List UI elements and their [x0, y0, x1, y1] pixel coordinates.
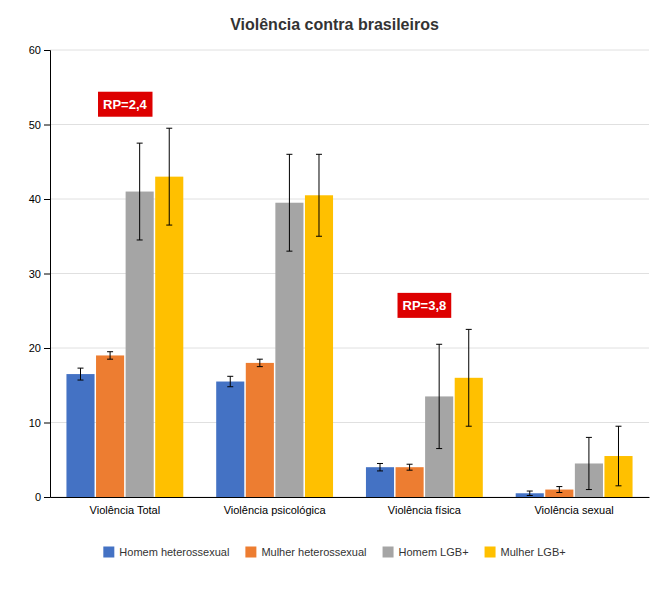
- tick-label: 10: [29, 417, 41, 429]
- tick: 20: [29, 342, 50, 354]
- annotation-box: [398, 293, 452, 318]
- bar: [366, 467, 394, 497]
- error-bar: [527, 491, 533, 495]
- bar: [246, 363, 274, 497]
- error-bar: [166, 128, 172, 225]
- tick-label: Violência psicológica: [224, 504, 327, 516]
- legend-label: Mulher heterossexual: [261, 546, 366, 558]
- error-bar: [556, 487, 562, 493]
- y-axis: 0 10 20 30 40 50 60: [29, 44, 51, 503]
- tick-mark: [44, 497, 50, 498]
- tick-label: Violência física: [388, 504, 462, 516]
- annotation-text: RP=2,4: [103, 97, 147, 112]
- annotation-text: RP=3,8: [403, 298, 447, 313]
- error-bar: [257, 359, 263, 366]
- tick-label: 20: [29, 342, 41, 354]
- error-bar: [586, 437, 592, 489]
- bar: [396, 467, 424, 497]
- tick-mark: [44, 423, 50, 424]
- marks: [66, 128, 632, 497]
- error-bar: [107, 352, 113, 359]
- error-bar: [615, 426, 621, 486]
- legend-swatch: [245, 547, 256, 558]
- axis-line: [51, 497, 650, 498]
- tick: Violência física: [388, 504, 462, 516]
- legend-label: Mulher LGB+: [501, 546, 566, 558]
- tick: Violência psicológica: [224, 504, 327, 516]
- title: Violência contra brasileiros: [230, 16, 439, 33]
- tick: 60: [29, 44, 50, 56]
- legend-swatch: [103, 547, 114, 558]
- tick: Violência Total: [90, 504, 161, 516]
- annotation-box: [98, 92, 152, 117]
- error-bar: [227, 376, 233, 386]
- error-bar: [436, 344, 442, 448]
- axis-line: [44, 51, 51, 498]
- series: [126, 143, 603, 497]
- chart-container: 0 10 20 30 40 50 60 Violência Total Violência ps…: [0, 0, 669, 592]
- legend-swatch: [383, 547, 394, 558]
- bar: [66, 374, 94, 497]
- legend-label: Homem heterossexual: [119, 546, 229, 558]
- tick-label: 60: [29, 44, 41, 56]
- error-bar: [466, 329, 472, 426]
- legend-item: Homem heterossexual: [103, 546, 229, 558]
- bar: [216, 382, 244, 497]
- tick-mark: [44, 348, 50, 349]
- annotation: RP=2,4: [98, 92, 152, 117]
- legend-item: Mulher heterossexual: [245, 546, 366, 558]
- error-bar: [407, 464, 413, 470]
- legend-label: Homem LGB+: [399, 546, 469, 558]
- tick-label: 30: [29, 268, 41, 280]
- legend-item: Homem LGB+: [383, 546, 469, 558]
- error-bar: [316, 154, 322, 236]
- plot: 0 10 20 30 40 50 60 Violência Total Violência ps…: [29, 44, 650, 516]
- x-axis: Violência Total Violência psicológica Viol…: [51, 498, 650, 516]
- chart-svg: 0 10 20 30 40 50 60 Violência Total Violência ps…: [0, 0, 669, 592]
- tick-label: Violência sexual: [534, 504, 613, 516]
- error-bar: [78, 368, 84, 380]
- error-bar: [286, 154, 292, 251]
- tick-mark: [44, 199, 50, 200]
- tick-label: 0: [35, 491, 41, 503]
- tick: 50: [29, 119, 50, 131]
- error-bar: [137, 143, 143, 240]
- tick-mark: [44, 50, 50, 51]
- legend: Homem heterossexual Mulher heterossexual H…: [103, 546, 565, 558]
- tick: 30: [29, 268, 50, 280]
- tick: Violência sexual: [534, 504, 613, 516]
- grid-line: [50, 124, 649, 125]
- grid: [50, 50, 649, 497]
- legend-swatch: [485, 547, 496, 558]
- tick: 40: [29, 193, 50, 205]
- tick-label: 40: [29, 193, 41, 205]
- bar: [96, 355, 124, 497]
- tick-label: Violência Total: [90, 504, 161, 516]
- legend-item: Mulher LGB+: [485, 546, 566, 558]
- error-bar: [377, 463, 383, 470]
- tick: 0: [35, 491, 50, 503]
- tick-mark: [44, 125, 50, 126]
- grid-line: [50, 50, 649, 51]
- tick-mark: [44, 274, 50, 275]
- annotations: RP=2,4 RP=3,8: [98, 92, 451, 318]
- series: [155, 128, 632, 497]
- tick-label: 50: [29, 119, 41, 131]
- bar: [305, 195, 333, 497]
- tick: 10: [29, 417, 50, 429]
- annotation: RP=3,8: [398, 293, 452, 318]
